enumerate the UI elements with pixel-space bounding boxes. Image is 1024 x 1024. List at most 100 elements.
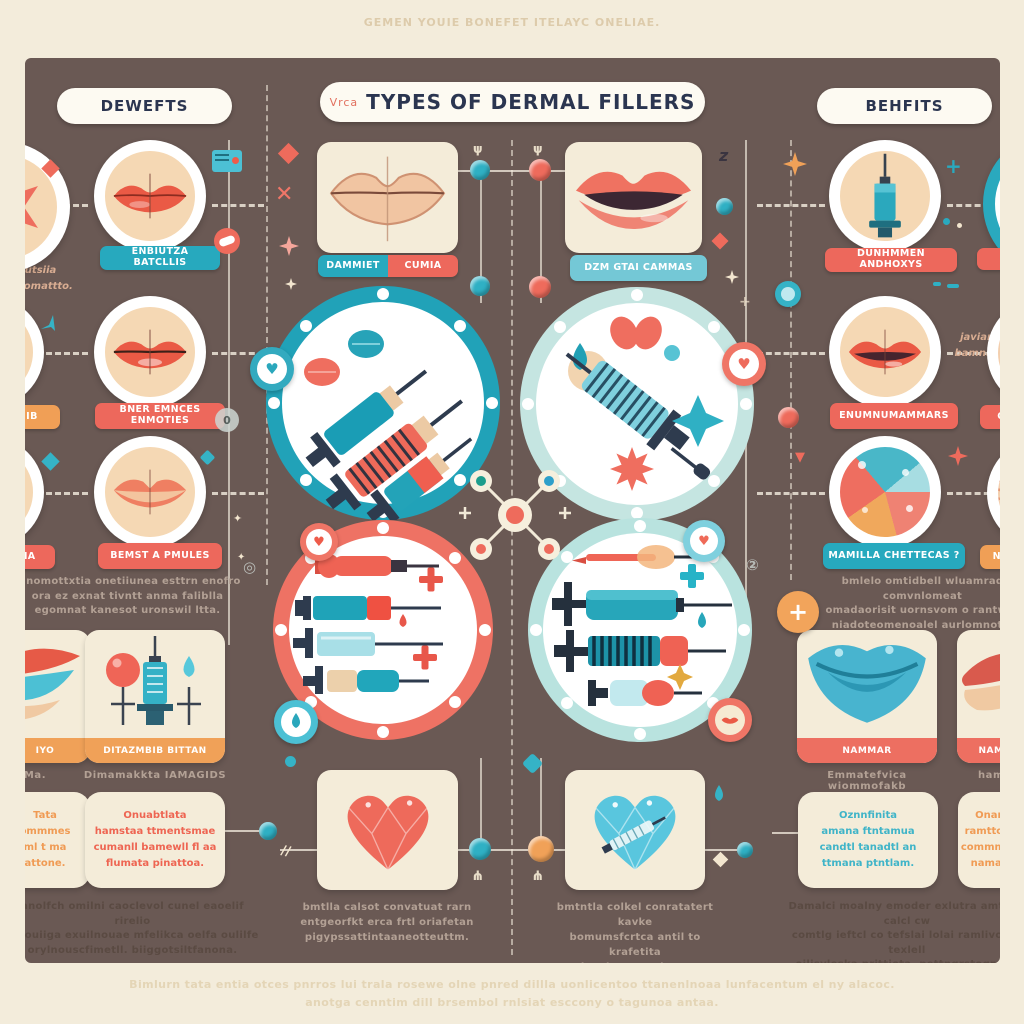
connector-line <box>540 758 542 853</box>
left-row1-label: ENBIUTZA BATCLLIS <box>100 246 220 270</box>
zigzag-icon: z <box>719 146 729 165</box>
coin-icon: 0 <box>215 408 239 432</box>
connector-line <box>772 832 800 834</box>
syringe-icon <box>588 680 702 706</box>
sparkle-icon <box>725 270 739 284</box>
heart-badge-coral: ♥ <box>722 342 766 386</box>
heart-icon: ♥ <box>265 360 279 378</box>
x-mark-icon: ✕ <box>275 182 294 207</box>
edge-label: C <box>977 248 1000 270</box>
sparkle-icon <box>948 446 968 466</box>
center-divider-line <box>511 140 513 955</box>
open-lips-icon <box>575 171 692 230</box>
right-text-card: Oznnfinita amana ftntamua candtl tanadtl… <box>798 792 938 888</box>
title-pill: Vrca TYPES OF DERMAL FILLERS <box>320 82 705 122</box>
diamond-icon <box>277 142 300 165</box>
connector-line <box>280 849 317 851</box>
lips-icon <box>721 717 739 724</box>
dot <box>957 223 962 228</box>
syringe-vertical-icon <box>869 153 901 238</box>
top-caption: GEMEN YOUIE BONEFET ITELAYC ONELIAE. <box>363 16 661 29</box>
lips-icon <box>113 173 187 219</box>
burst-icon <box>610 447 654 491</box>
right-row3-label: MAMILLA CHETTECAS ? <box>823 543 965 569</box>
card-band: NAM <box>957 738 1000 763</box>
left-bottom-paragraph: anolfch omilni caoclevol cunel eaoelif r… <box>25 901 259 956</box>
butterfly-icon <box>610 316 662 350</box>
big-circle-syringe-large <box>520 287 754 521</box>
center-card-open-lips <box>565 142 702 253</box>
connector-line <box>705 849 745 851</box>
right-note: javiamamm bamnadifilm <box>954 332 1001 359</box>
heart-icon: ♥ <box>737 355 751 373</box>
diamond-icon <box>41 452 60 471</box>
row-connector <box>28 352 88 355</box>
row-connector <box>947 352 999 355</box>
benefits-header-right: BEHFITS <box>817 88 992 124</box>
heart-caption-left: bmtlla calsot convatuat rarn entgeorfkt … <box>300 902 474 943</box>
plus-icon: + <box>787 598 809 626</box>
splat-badge: ♥ <box>683 520 725 562</box>
big-circle-syringes-coral <box>273 520 493 740</box>
left-card-partial: IYO <box>25 630 90 763</box>
starburst-icon <box>25 186 38 228</box>
molecule-icon <box>459 470 571 560</box>
connector-line <box>540 168 542 303</box>
sparkle-icon <box>783 152 807 176</box>
slashes-icon: // <box>279 843 292 860</box>
plus-icon <box>413 567 443 670</box>
syringe-icon <box>293 628 443 658</box>
row-connector <box>757 352 825 355</box>
plus-icon <box>680 564 704 588</box>
node-ball-coral <box>529 276 551 298</box>
left-row2-circle <box>94 296 206 408</box>
connector-line <box>480 758 482 853</box>
syringe-icon <box>366 437 473 520</box>
heart-caption-right: bmtntla colkel conratatert kavke bomumsf… <box>554 902 716 963</box>
lips-icon <box>25 328 30 376</box>
sparkle-icon <box>279 236 299 256</box>
sparkle-icon: ✦ <box>237 552 246 563</box>
center-card-pale-lips <box>317 142 458 253</box>
teal-smile-icon <box>808 645 926 723</box>
side-lips-icon <box>962 654 1000 711</box>
right-row3-circle <box>829 436 941 548</box>
plus-icon: + <box>739 294 751 310</box>
side-lips-icon <box>25 648 80 719</box>
dot-teal <box>285 756 296 767</box>
syringe-icon <box>325 399 464 511</box>
card-band: IYO <box>25 738 90 763</box>
plus-icon: + <box>945 154 962 178</box>
connector-line <box>458 849 568 851</box>
left-row2-label: BNER EMNCES ENMOTIES <box>95 403 225 429</box>
triangle-down-icon: ▼ <box>795 450 805 465</box>
droplet-icon <box>399 614 407 627</box>
syringe-icon <box>303 666 429 694</box>
divider-line <box>790 140 792 580</box>
main-panel: DEWEFTS BEHFITS Vrca TYPES OF DERMAL FIL… <box>25 58 1000 963</box>
square-icon <box>199 449 216 466</box>
left-row3-label: BEMST A PMULES <box>98 543 222 569</box>
connector-line <box>480 168 482 303</box>
right-row1-circle <box>829 140 941 252</box>
benefits-header-left-label: DEWEFTS <box>100 97 189 115</box>
left-row3-circle <box>94 436 206 548</box>
row-connector <box>212 204 264 207</box>
card-band: DITAZMBIB BITTAN <box>85 738 225 763</box>
syringe-icon <box>554 630 726 672</box>
syringe-icon <box>552 582 732 626</box>
syringe-icon <box>565 352 690 451</box>
splat-icon: ♥ <box>698 533 710 549</box>
connector-line <box>224 830 266 832</box>
page-title: TYPES OF DERMAL FILLERS <box>366 90 696 114</box>
tiny-dash <box>947 284 959 288</box>
tiny-dash <box>933 282 941 286</box>
node-ball-teal <box>469 838 491 860</box>
benefits-header-right-label: BEHFITS <box>865 97 944 115</box>
syringe-icon <box>305 369 428 468</box>
ring-dots <box>530 520 750 740</box>
coin-two-icon: ② <box>746 556 759 574</box>
row-connector <box>212 352 264 355</box>
edge-label: NXMI <box>980 545 1000 569</box>
syringe-balloons-icon <box>106 636 201 725</box>
